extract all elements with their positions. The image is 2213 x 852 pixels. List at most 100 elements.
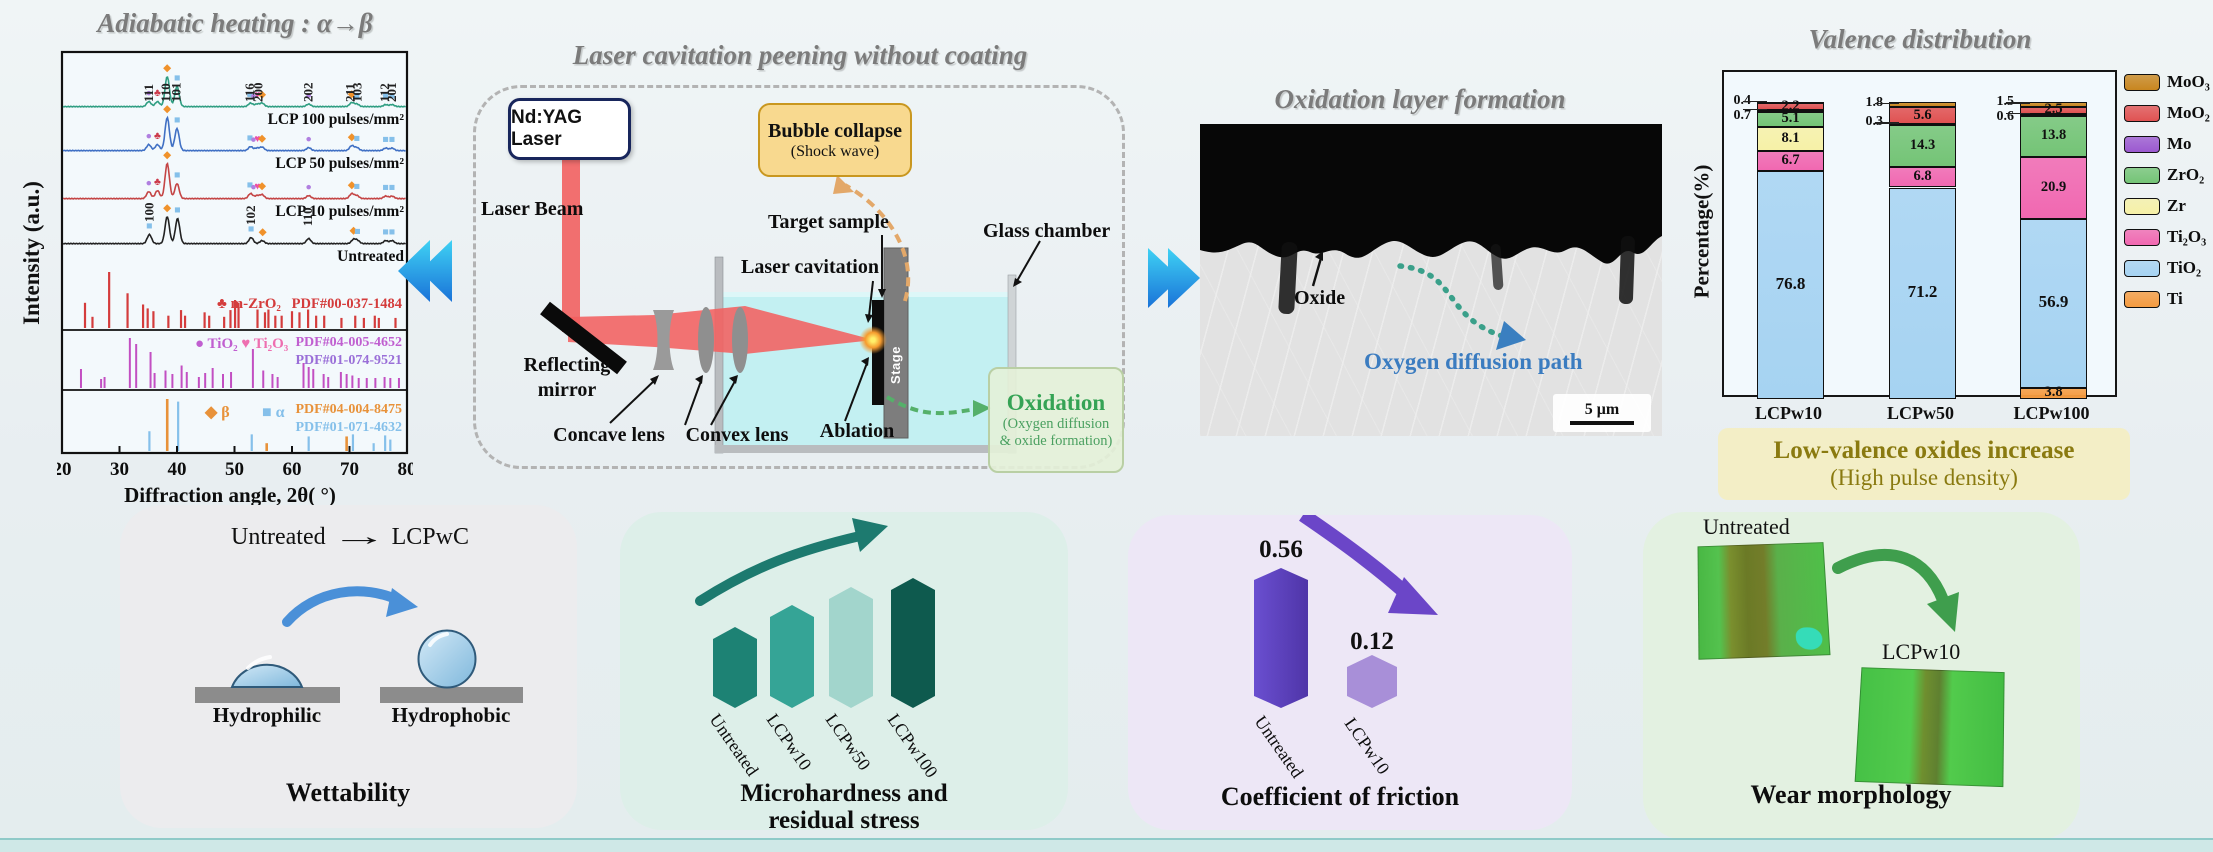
ref-pdf-ti2o3: PDF#01-074-9521	[295, 353, 402, 368]
laser-cavitation-label: Laser cavitation	[741, 256, 879, 278]
hkl-label-untreated: 100	[141, 203, 156, 223]
concave-lens-label: Concave lens	[553, 424, 665, 446]
valence-value: 56.9	[2038, 292, 2069, 312]
xrd-xlabel: Diffraction angle, 2θ( °)	[124, 483, 336, 507]
valence-segment-Mo	[2020, 113, 2087, 116]
valence-legend: MoO₃ MoO₂ Mo ZrO₂ Zr Ti₂O₃ TiO₂ Ti	[2124, 72, 2210, 320]
peak-marker-icon: ■	[174, 115, 180, 126]
hydrophobic-substrate	[380, 687, 523, 703]
legend-swatch	[2124, 166, 2160, 184]
peak-marker-icon: ●	[250, 182, 256, 193]
wear-image-lcpw10	[1854, 667, 2005, 788]
bubble-collapse-box: Bubble collapse (Shock wave)	[758, 103, 912, 177]
peak-marker-icon: ◆	[258, 181, 267, 192]
schematic-title: Laser cavitation peening without coating	[572, 40, 1028, 70]
hkl-label: 116	[242, 83, 257, 102]
valence-segment-ZrO₂	[1757, 111, 1824, 127]
peak-marker-icon: ◆	[348, 89, 357, 100]
sem-title: Oxidation layer formation	[1274, 84, 1566, 114]
friction-bars	[1254, 515, 1438, 708]
valence-value: 71.2	[1907, 282, 1938, 302]
valence-segment-Ti₂O₃	[1757, 151, 1824, 171]
legend-item-MoO₂: MoO₂	[2124, 103, 2210, 123]
valence-segment-TiO₂	[1757, 170, 1824, 399]
peak-marker-icon: ■	[389, 91, 395, 102]
peak-marker-icon: ♣	[154, 131, 161, 142]
xrd-xtick: 60	[283, 459, 302, 480]
oxidation-title: Oxidation	[1006, 390, 1106, 415]
xrd-curve-label: LCP 50 pulses/mm²	[275, 155, 404, 172]
nd-yag-laser-box: Nd:YAG Laser	[508, 98, 631, 160]
peak-marker-icon: ◆	[163, 63, 172, 74]
legend-label: Ti	[2167, 289, 2183, 308]
peak-marker-icon: ♥	[254, 134, 260, 145]
legend-label: Ti₂O₃	[2167, 227, 2207, 246]
legend-item-Ti₂O₃: Ti₂O₃	[2124, 227, 2210, 247]
diffusion-path-arrow-icon	[1397, 263, 1505, 339]
ref-pdf-alpha: PDF#01-071-4632	[295, 420, 402, 435]
hkl-label: 201	[384, 83, 399, 103]
ref-pdf-zro2: PDF#00-037-1484	[292, 296, 402, 312]
hydrophilic-substrate	[195, 687, 340, 703]
hkl-label-untreated: 102	[243, 205, 258, 225]
glass-chamber-label: Glass chamber	[983, 220, 1111, 242]
peak-marker-icon: ●	[306, 134, 312, 145]
xrd-xtick: 30	[110, 459, 129, 480]
valence-segment-Ti₂O₃	[1889, 167, 1956, 188]
hardness-bars	[695, 518, 935, 708]
peak-marker-icon: ◆	[259, 227, 268, 238]
oxidation-sub2: & oxide formation)	[999, 433, 1113, 449]
peak-marker-icon: ●	[306, 91, 312, 102]
legend-item-Zr: Zr	[2124, 196, 2210, 216]
peak-marker-icon: ■	[389, 134, 395, 145]
friction-bar-untreated	[1254, 568, 1308, 708]
hydrophilic-droplet	[230, 663, 304, 688]
legend-label: Mo	[2167, 134, 2192, 153]
xrd-xtick: 40	[168, 459, 187, 480]
ref-legend-beta: ◆ β	[204, 404, 230, 421]
peak-marker-icon: ◆	[348, 132, 357, 143]
hkl-label-untreated: 110	[300, 207, 315, 226]
hkl-label: 202	[301, 83, 316, 102]
legend-swatch	[2124, 228, 2160, 246]
convex-lens-1	[698, 307, 714, 373]
peak-marker-icon: ♣	[154, 88, 161, 99]
peak-marker-icon: ■	[383, 182, 389, 193]
legend-swatch	[2124, 259, 2160, 277]
xrd-xtick: 80	[398, 459, 414, 480]
valence-segment-Zr	[1757, 126, 1824, 151]
valence-value: 20.9	[2040, 178, 2067, 195]
legend-item-ZrO₂: ZrO₂	[2124, 165, 2210, 185]
peak-marker-icon: ■	[354, 134, 360, 145]
peak-marker-icon: ■	[354, 90, 360, 101]
legend-swatch	[2124, 73, 2160, 91]
legend-swatch	[2124, 197, 2160, 215]
peak-marker-icon: ◆	[258, 89, 267, 100]
peak-marker-icon: ■	[389, 182, 395, 193]
xrd-curve	[62, 162, 406, 200]
xrd-chart: LCP 100 pulses/mm²● ♣◆■■●♥◆ ● ◆■ ■ ■LCP 50 pu…	[57, 50, 414, 480]
peak-marker-icon: ◆	[163, 104, 172, 115]
legend-label: Zr	[2167, 196, 2186, 215]
valence-segment-ZrO₂	[2020, 115, 2087, 157]
valence-category-LCPw50: LCPw50	[1887, 403, 1954, 423]
wear-label-untreated: Untreated	[1703, 514, 1790, 539]
friction-value-untreated: 0.56	[1259, 536, 1303, 563]
peak-marker-icon: ◆	[258, 133, 267, 144]
hardness-bar-Untreated	[713, 627, 757, 708]
increase-arrow-icon	[695, 531, 865, 606]
peak-marker-icon: ■	[389, 227, 395, 238]
valence-value: 2.5	[2044, 101, 2063, 118]
valence-category-LCPw10: LCPw10	[1755, 403, 1822, 423]
xrd-curve-label: Untreated	[337, 248, 404, 265]
oxidation-arrow-icon	[885, 395, 977, 416]
valence-value: 6.7	[1781, 152, 1800, 168]
ablation-glow	[859, 326, 887, 354]
peak-marker-icon: ■	[383, 227, 389, 238]
peak-marker-icon: ■	[174, 170, 180, 181]
wettability-flow-from: Untreated	[231, 523, 326, 550]
legend-label: TiO₂	[2167, 258, 2202, 277]
hydrophobic-label: Hydrophobic	[391, 703, 511, 727]
reflecting-mirror	[540, 301, 627, 375]
legend-swatch	[2124, 290, 2160, 308]
